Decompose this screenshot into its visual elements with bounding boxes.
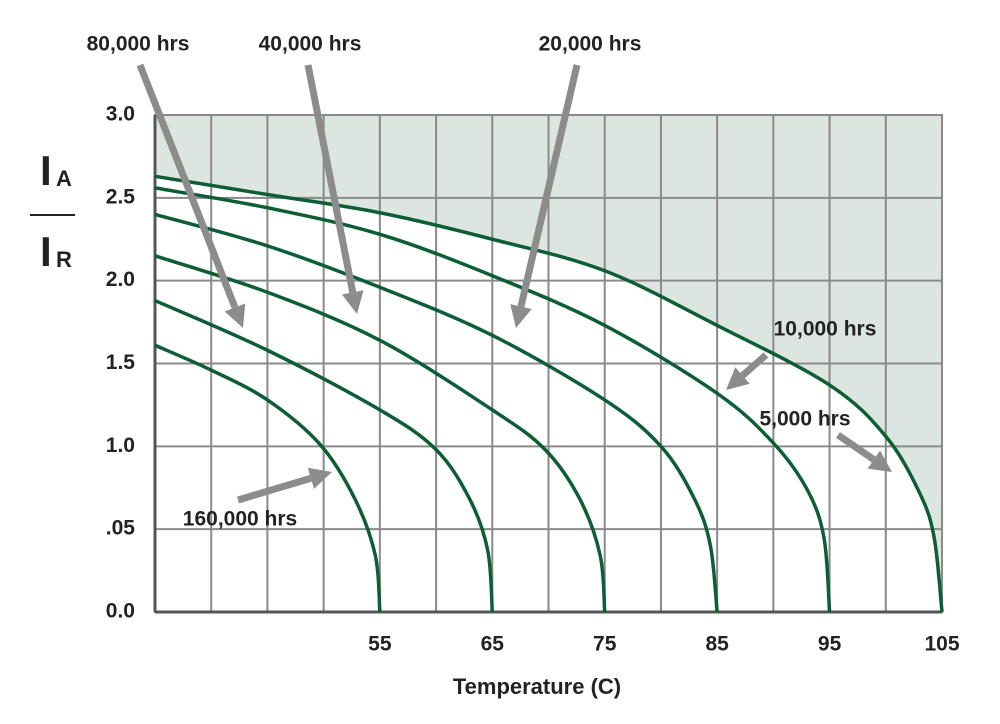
x-tick-label: 85	[705, 633, 729, 656]
series-line	[154, 212, 719, 613]
y-tick-label: 0.0	[106, 600, 135, 623]
y-label-bottom: I	[40, 228, 52, 275]
annotation-label: 160,000 hrs	[183, 508, 297, 531]
x-tick-label: 95	[818, 633, 842, 656]
annotation-arrowhead	[307, 467, 332, 489]
annotation-label: 80,000 hrs	[87, 33, 190, 56]
annotation-arrow	[237, 474, 312, 504]
y-tick-label: 1.5	[106, 351, 136, 374]
series-line	[154, 254, 607, 613]
x-tick-label: 55	[368, 633, 392, 656]
y-tick-label: .05	[106, 517, 136, 540]
annotation-label: 10,000 hrs	[774, 318, 877, 341]
x-tick-label: 75	[593, 633, 617, 656]
annotation-label: 5,000 hrs	[759, 408, 850, 431]
shaded-region	[155, 115, 942, 612]
y-tick-label: 2.0	[106, 268, 135, 291]
annotation-arrow	[304, 64, 357, 294]
y-tick-label: 1.0	[106, 434, 135, 457]
annotation-label: 20,000 hrs	[539, 33, 642, 56]
annotation-label: 40,000 hrs	[259, 33, 362, 56]
series-line	[154, 343, 382, 613]
annotation-arrowhead	[867, 450, 892, 472]
annotation-arrow	[517, 64, 581, 308]
series-line	[154, 186, 832, 613]
annotation-arrowhead	[510, 304, 532, 328]
annotation-arrowhead	[224, 303, 246, 328]
annotation-arrow	[740, 352, 769, 379]
annotation-arrowhead	[341, 290, 364, 314]
y-tick-label: 2.5	[106, 185, 136, 208]
y-tick-label: 3.0	[106, 103, 135, 126]
series-line	[154, 298, 495, 613]
x-tick-label: 105	[924, 633, 959, 656]
x-axis-label: Temperature (C)	[453, 674, 621, 699]
y-label-top-sub: A	[56, 166, 72, 191]
y-label-top: I	[40, 147, 52, 194]
annotation-arrow	[836, 432, 876, 463]
y-label-bottom-sub: R	[56, 247, 72, 272]
annotation-arrow	[136, 63, 239, 309]
x-tick-label: 65	[481, 633, 505, 656]
annotation-arrowhead	[726, 367, 750, 390]
